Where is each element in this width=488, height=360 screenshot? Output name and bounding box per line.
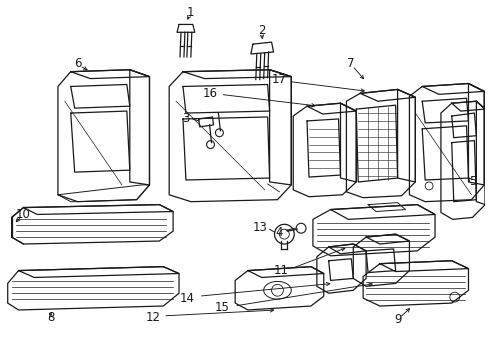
Text: 10: 10	[16, 208, 31, 221]
Text: 11: 11	[273, 264, 288, 277]
Text: 17: 17	[271, 73, 286, 86]
Text: 2: 2	[258, 24, 265, 37]
Text: 3: 3	[182, 112, 189, 125]
Text: 16: 16	[203, 87, 218, 100]
Text: 7: 7	[346, 57, 353, 70]
Text: 1: 1	[187, 6, 194, 19]
Text: 4: 4	[275, 226, 283, 239]
Text: 5: 5	[468, 175, 475, 189]
Text: 8: 8	[47, 311, 55, 324]
Text: 14: 14	[179, 292, 194, 305]
Text: 15: 15	[214, 301, 229, 315]
Text: 9: 9	[393, 313, 401, 326]
Text: 12: 12	[145, 311, 161, 324]
Text: 6: 6	[74, 57, 81, 70]
Text: 13: 13	[252, 221, 266, 234]
